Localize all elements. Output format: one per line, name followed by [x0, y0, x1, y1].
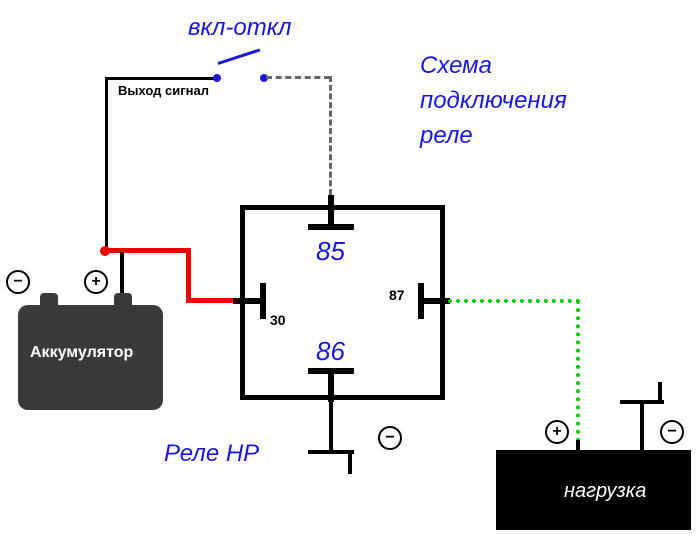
title-line1: Схема [420, 52, 492, 80]
pin86-label: 86 [316, 336, 345, 367]
pin85-h [308, 224, 354, 230]
battery-plus: + [84, 270, 108, 294]
title-line2: подключения [420, 87, 567, 115]
pin85-label: 85 [316, 236, 345, 267]
gnd86-stem [329, 400, 333, 450]
dash-wire-h [266, 76, 330, 79]
pin30-v [260, 283, 266, 319]
gnd86-tail [348, 450, 352, 474]
red-wire-h1 [105, 248, 190, 253]
signal-label: Выход сигнал [118, 83, 209, 98]
red-wire-h2 [186, 298, 236, 303]
load-plus: + [545, 420, 569, 444]
load-minus-stem [640, 402, 644, 452]
load-minus: − [660, 420, 684, 444]
pin87-label: 87 [389, 287, 405, 303]
pin85-v [328, 195, 334, 227]
switch-cap-left [213, 74, 221, 82]
battery-label: Аккумулятор [30, 344, 133, 362]
green-wire-v [576, 300, 580, 442]
signal-wire-v [105, 77, 108, 252]
load-minus-up [658, 382, 662, 402]
signal-wire-h [105, 77, 217, 80]
switch-blade [218, 48, 261, 64]
battery-minus: − [6, 270, 30, 294]
load-plus-stem [576, 440, 580, 452]
load-label: нагрузка [564, 480, 646, 503]
green-wire-h [448, 299, 580, 303]
pin30-h [233, 298, 263, 304]
gnd86-minus: − [378, 426, 402, 450]
switch-label: вкл-откл [188, 14, 292, 42]
red-wire-v [186, 248, 191, 302]
relay-label: Реле HP [164, 440, 259, 468]
pin86-h [308, 368, 354, 374]
pin87-v [418, 283, 424, 319]
title-line3: реле [420, 122, 473, 150]
pin30-label: 30 [270, 312, 286, 328]
dash-wire-v [329, 76, 332, 195]
pin87-h [420, 298, 450, 304]
pin86-v [328, 370, 334, 402]
